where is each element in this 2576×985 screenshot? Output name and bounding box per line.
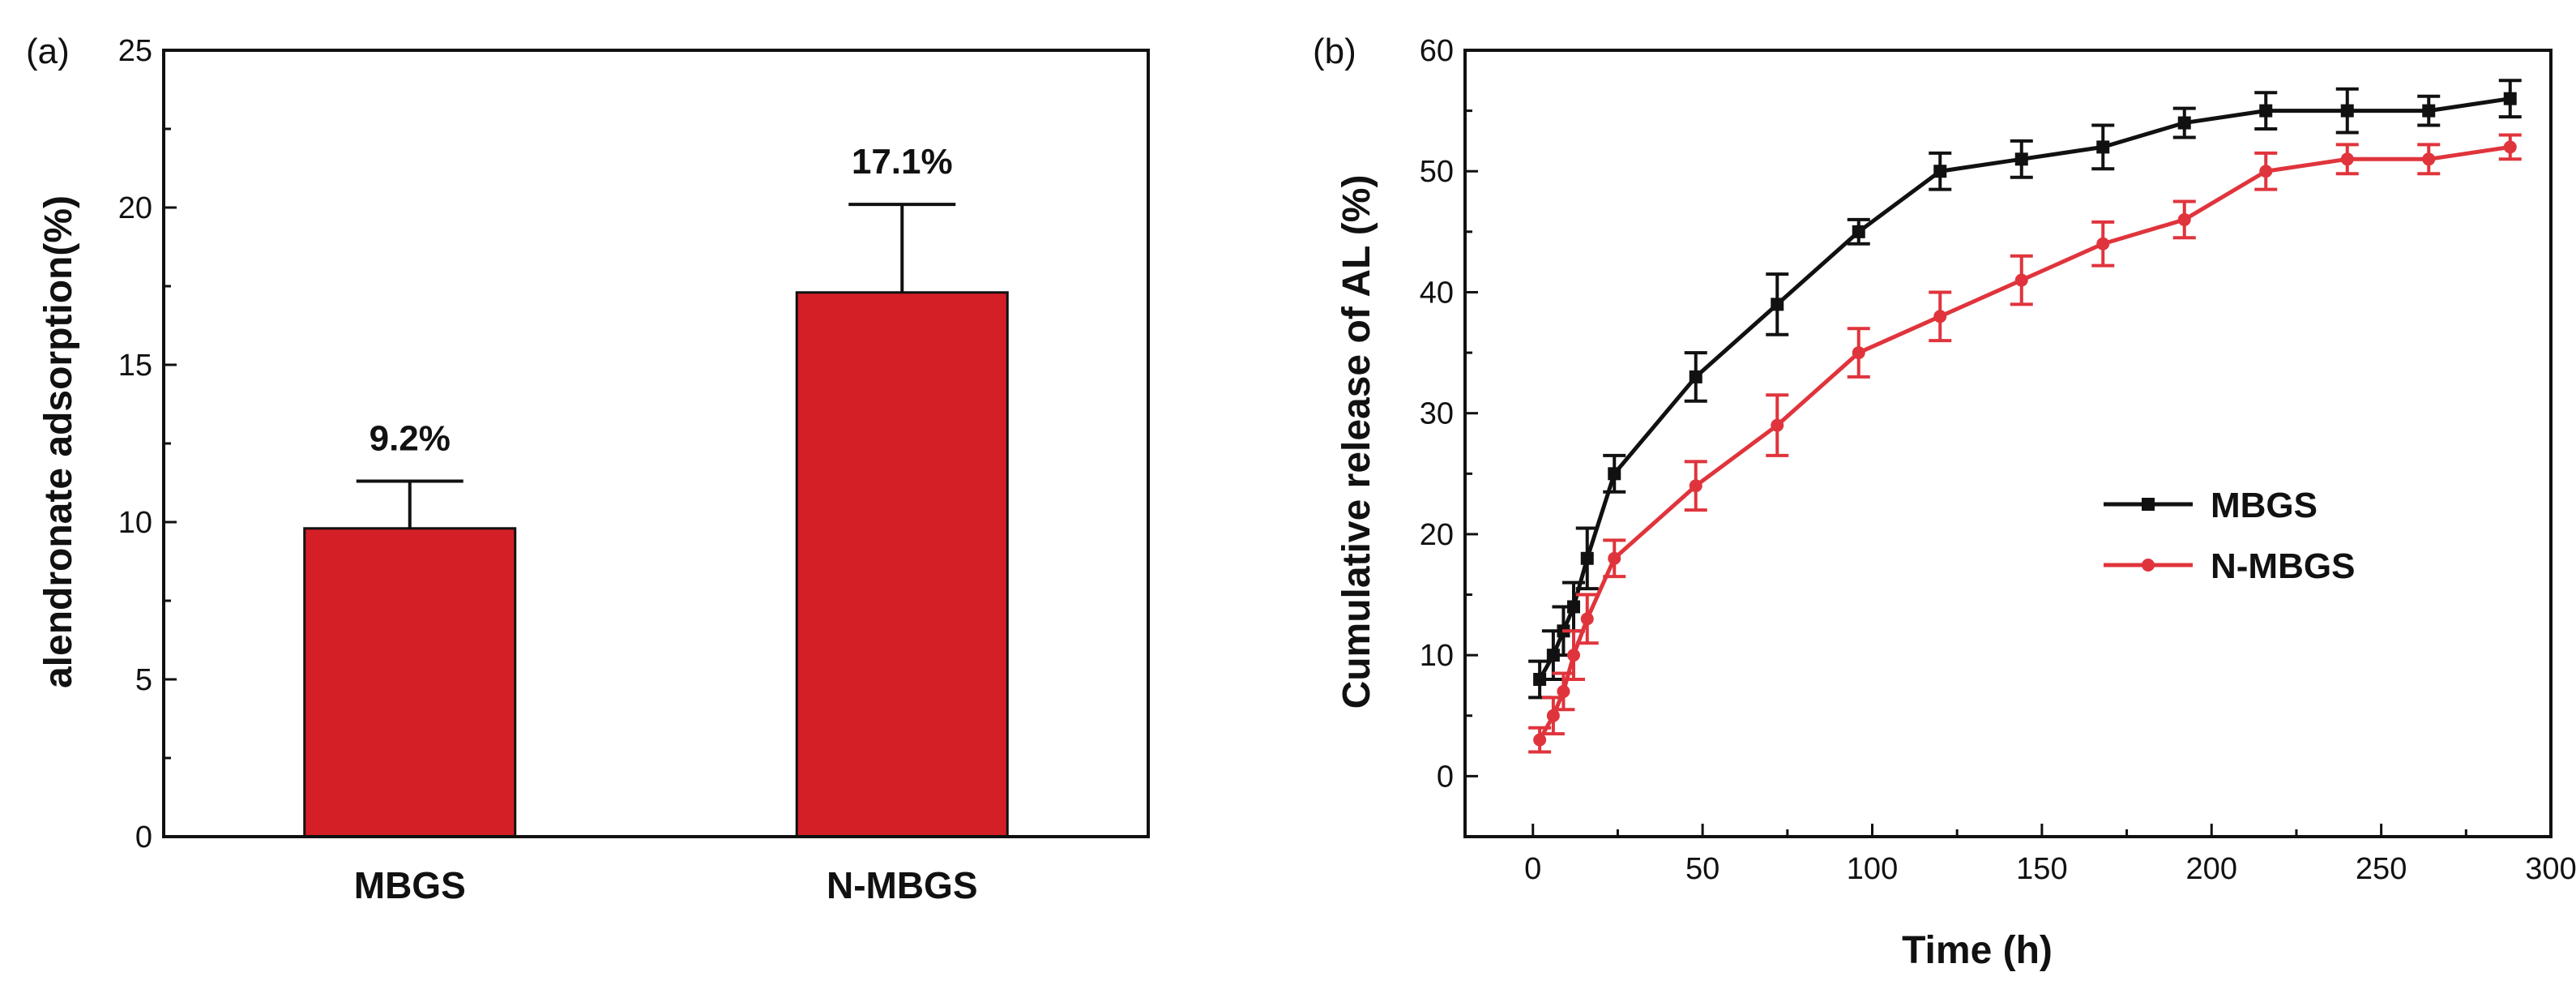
- data-point-mbgs: [1771, 298, 1784, 311]
- panel-b: (b) Cumulative release of AL (%) Time (h…: [1313, 32, 2576, 972]
- panel-a-tag: (a): [26, 32, 70, 71]
- series-n-mbgs: [1528, 133, 2522, 754]
- panel-b-y-tick-label: 30: [1420, 397, 1454, 431]
- data-point-n-mbgs: [2096, 237, 2110, 251]
- legend-entry-n-mbgs: N-MBGS: [2104, 546, 2355, 586]
- data-point-n-mbgs: [2422, 152, 2436, 166]
- data-point-n-mbgs: [2259, 165, 2273, 178]
- data-point-n-mbgs: [1557, 684, 1570, 698]
- panel-a-y-tick-label: 25: [118, 34, 152, 68]
- data-point-mbgs: [2014, 152, 2028, 166]
- panel-b-y-tick-label: 10: [1420, 639, 1454, 673]
- panel-a-category-label: N-MBGS: [827, 864, 978, 906]
- panel-b-y-tick-label: 0: [1437, 760, 1454, 794]
- data-point-n-mbgs: [2503, 140, 2517, 154]
- data-point-mbgs: [1933, 165, 1947, 178]
- panel-b-y-tick-label: 20: [1420, 518, 1454, 552]
- data-point-n-mbgs: [2014, 273, 2028, 287]
- panel-a-y-tick-label: 0: [135, 820, 152, 854]
- bar-value-label: 9.2%: [370, 419, 451, 459]
- data-point-mbgs: [1608, 467, 1621, 481]
- panel-a-y-tick-label: 10: [118, 506, 152, 540]
- data-point-n-mbgs: [1580, 612, 1594, 626]
- data-point-n-mbgs: [1608, 551, 1621, 565]
- series-mbgs: [1528, 79, 2522, 700]
- bar-mbgs: [303, 527, 517, 838]
- data-point-mbgs: [2503, 92, 2517, 105]
- legend-label-n-mbgs: N-MBGS: [2211, 546, 2355, 586]
- data-point-n-mbgs: [1533, 733, 1547, 747]
- data-point-mbgs: [2096, 140, 2110, 154]
- panel-a-y-axis-title: alendronate adsorption(%): [37, 195, 80, 688]
- series-line-n-mbgs: [1537, 144, 2511, 741]
- panel-b-x-tick-label: 100: [1847, 852, 1898, 886]
- data-point-n-mbgs: [1771, 418, 1784, 432]
- panel-b-y-axis-title: Cumulative release of AL (%): [1335, 175, 1378, 709]
- panel-b-x-axis-title: Time (h): [1902, 929, 2053, 972]
- data-point-n-mbgs: [1852, 346, 1865, 360]
- panel-b-plot-frame: [1463, 49, 2553, 838]
- legend-entry-mbgs: MBGS: [2104, 486, 2318, 525]
- panel-b-y-tick-label: 50: [1420, 155, 1454, 189]
- panel-b-y-tick-label: 60: [1420, 34, 1454, 68]
- panel-b-x-tick-label: 250: [2356, 852, 2407, 886]
- data-point-mbgs: [1533, 673, 1547, 686]
- panel-a-y-tick-label: 15: [118, 349, 152, 383]
- series-line-mbgs: [1537, 96, 2511, 681]
- panel-a-y-tick-label: 5: [135, 663, 152, 697]
- data-point-mbgs: [2259, 104, 2273, 118]
- legend-label-mbgs: MBGS: [2211, 486, 2318, 525]
- legend-marker-n-mbgs: [2142, 559, 2155, 572]
- bar-value-label: 17.1%: [852, 142, 953, 182]
- panel-a-plot-frame: [162, 49, 1150, 838]
- legend-marker-mbgs: [2142, 498, 2155, 511]
- panel-b-tag: (b): [1313, 32, 1356, 71]
- data-point-n-mbgs: [2177, 212, 2191, 226]
- panel-b-x-tick-label: 200: [2186, 852, 2237, 886]
- data-point-n-mbgs: [1689, 479, 1702, 493]
- panel-b-x-tick-label: 50: [1685, 852, 1719, 886]
- panel-b-x-tick-label: 150: [2016, 852, 2067, 886]
- data-point-n-mbgs: [1546, 709, 1560, 722]
- data-point-n-mbgs: [1933, 310, 1947, 323]
- data-point-mbgs: [1580, 551, 1594, 565]
- panel-a-y-tick-label: 20: [118, 191, 152, 225]
- panel-b-x-tick-label: 0: [1524, 852, 1541, 886]
- data-point-n-mbgs: [1567, 649, 1580, 662]
- data-point-n-mbgs: [2340, 152, 2354, 166]
- data-point-mbgs: [2422, 104, 2436, 118]
- data-point-mbgs: [1852, 225, 1865, 238]
- data-point-mbgs: [1689, 370, 1702, 383]
- bar-n-mbgs: [795, 291, 1009, 838]
- panel-a-category-label: MBGS: [354, 864, 466, 906]
- data-point-mbgs: [2340, 104, 2354, 118]
- data-point-mbgs: [2177, 116, 2191, 130]
- panel-a: (a) alendronate adsorption(%) 0 5 10 15 20 25…: [26, 32, 1150, 906]
- data-point-mbgs: [1567, 600, 1580, 614]
- panel-b-y-tick-label: 40: [1420, 276, 1454, 310]
- panel-b-x-tick-label: 300: [2525, 852, 2576, 886]
- legend: MBGS N-MBGS: [2104, 486, 2355, 586]
